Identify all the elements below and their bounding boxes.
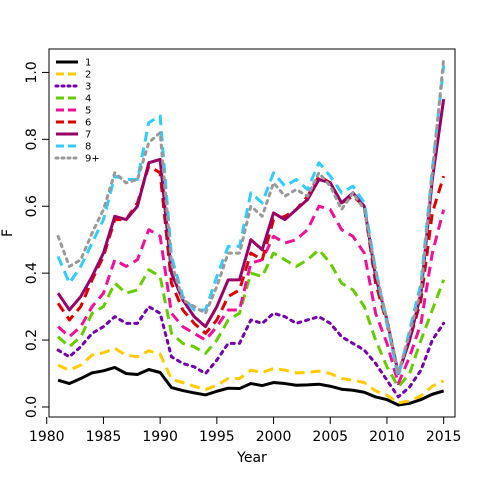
legend-item: 3 <box>54 82 91 93</box>
y-axis: 0.0 0.2 0.4 0.6 0.8 1.0 <box>24 61 49 418</box>
legend-item: 7 <box>56 130 91 141</box>
y-tick-label: 0.0 <box>24 396 40 418</box>
x-tick-label: 1990 <box>142 429 178 445</box>
y-tick-label: 0.4 <box>24 262 40 284</box>
legend-label: 5 <box>85 106 91 117</box>
x-tick-label: 2005 <box>312 429 348 445</box>
series-line-9 <box>56 57 446 376</box>
series-line-1 <box>57 365 445 407</box>
legend-item: 5 <box>56 106 91 117</box>
x-tick-label: 1995 <box>199 429 235 445</box>
legend-item: 6 <box>56 118 91 129</box>
y-tick-label: 1.0 <box>24 61 40 83</box>
y-axis-title: F <box>0 229 16 237</box>
legend-label: 7 <box>85 130 91 141</box>
y-tick-label: 0.8 <box>24 128 40 150</box>
legend-label: 2 <box>85 70 91 81</box>
x-tick-label: 1980 <box>29 429 65 445</box>
x-tick-label: 1985 <box>86 429 122 445</box>
legend-label: 1 <box>85 58 91 69</box>
legend-label: 9+ <box>85 154 100 165</box>
legend-item: 4 <box>56 94 91 105</box>
x-axis-title: Year <box>236 450 267 466</box>
series-line-3 <box>56 305 446 399</box>
legend-item: 2 <box>56 70 91 81</box>
x-tick-label: 2010 <box>369 429 405 445</box>
legend-item: 9+ <box>54 154 100 165</box>
legend-item: 8 <box>56 142 91 153</box>
x-tick-label: 2000 <box>256 429 292 445</box>
series-line-4 <box>57 248 446 389</box>
legend-item: 1 <box>56 58 91 69</box>
y-tick-label: 0.2 <box>24 329 40 351</box>
series-line-5 <box>57 204 446 386</box>
x-tick-label: 2015 <box>426 429 462 445</box>
legend-label: 8 <box>85 142 91 153</box>
legend-label: 4 <box>85 94 91 105</box>
series-line-2 <box>57 346 445 405</box>
legend-label: 6 <box>85 118 91 129</box>
series-layer <box>56 57 446 407</box>
plot-frame <box>48 48 456 418</box>
legend-label: 3 <box>85 82 91 93</box>
x-axis: 1980 1985 1990 1995 2000 2005 2010 2015 <box>29 417 462 445</box>
y-tick-label: 0.6 <box>24 195 40 217</box>
